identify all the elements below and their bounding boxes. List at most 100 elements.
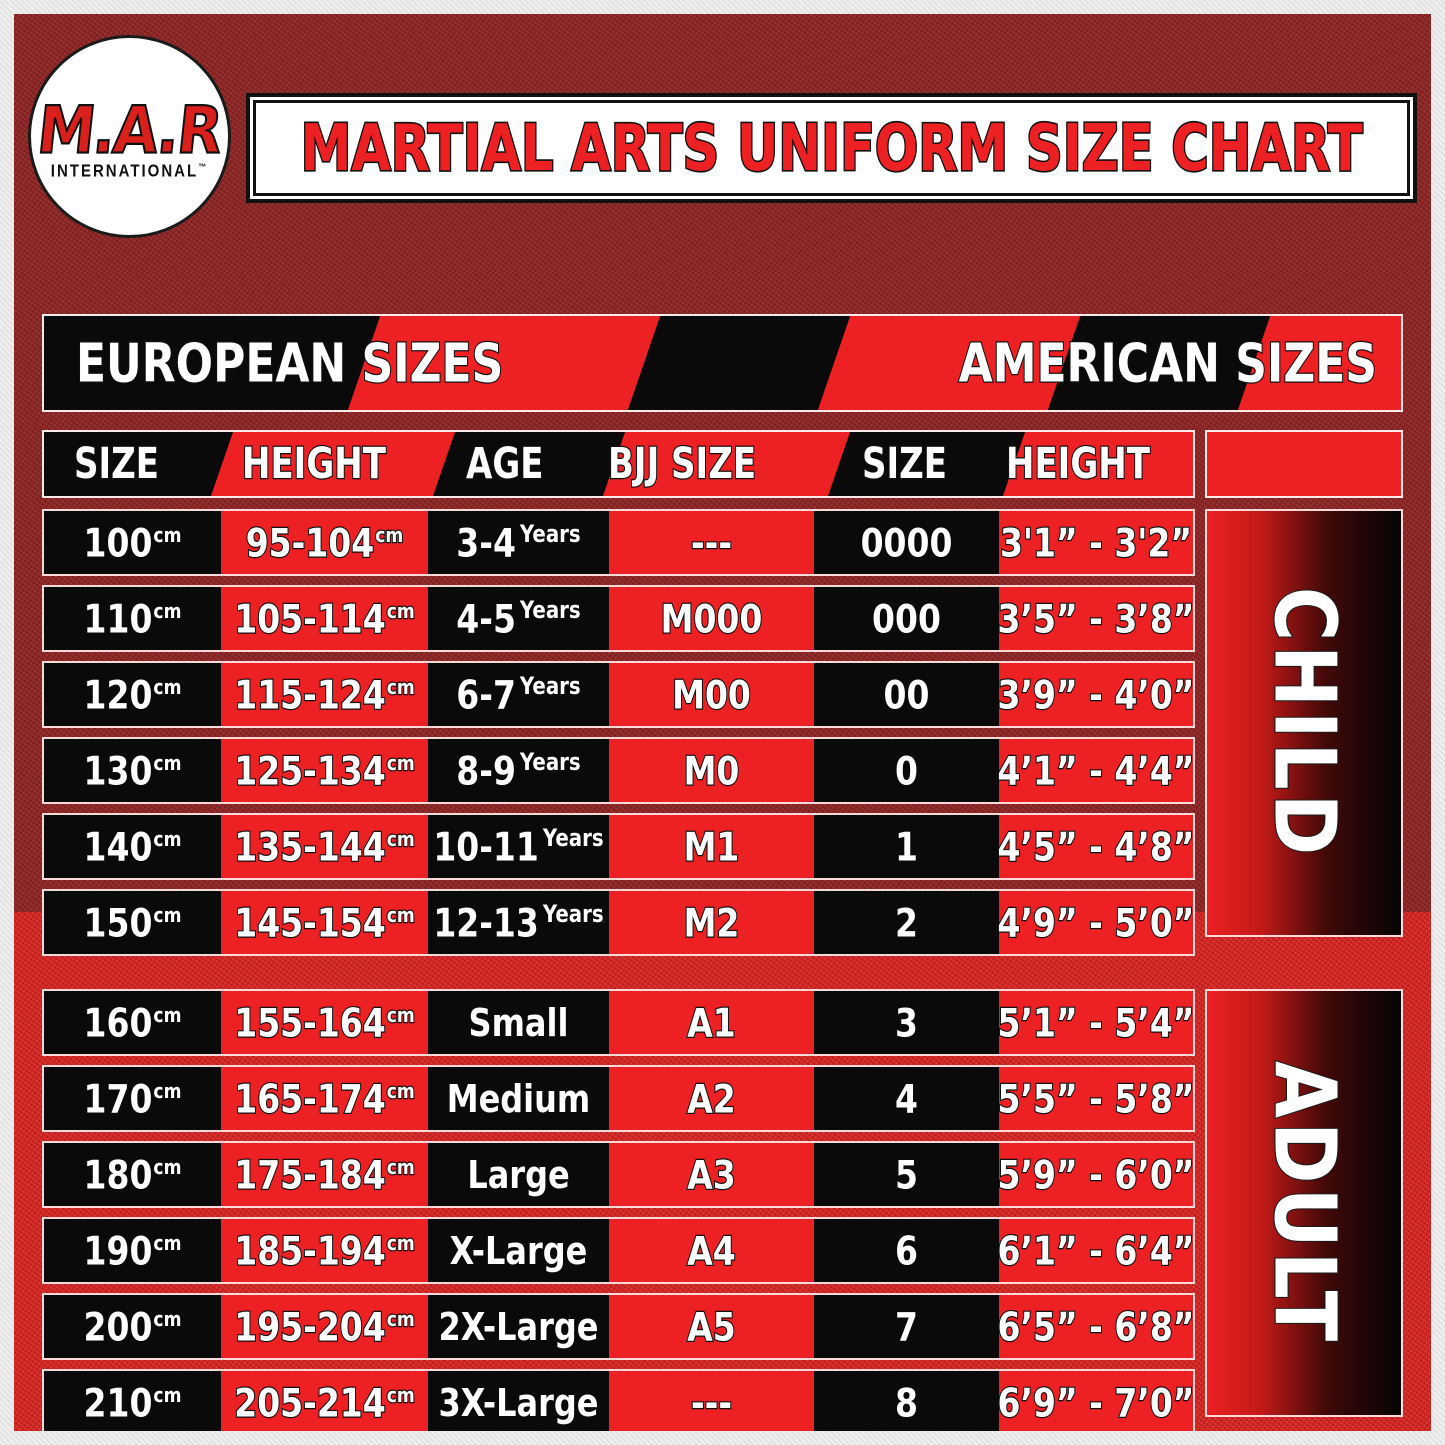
cell-us-size: 6	[814, 1219, 999, 1282]
cell-us-height: 6’1” - 6’4”	[997, 1219, 1196, 1282]
cell-age: 3X-Large	[428, 1371, 609, 1431]
poster-body: M.A.R INTERNATIONAL™ MARTIAL ARTS UNIFOR…	[14, 14, 1431, 1431]
cell-us-size-text: 7	[895, 1303, 918, 1350]
cell-us-height: 5’1” - 5’4”	[997, 991, 1196, 1054]
cell-age: Medium	[428, 1067, 609, 1130]
cell-bjj-size: M00	[609, 663, 814, 726]
cell-age: 12-13 Years	[428, 891, 609, 954]
cell-eu-height-text: 95-104cm	[245, 518, 405, 567]
cell-eu-size: 150cm	[44, 891, 221, 954]
cell-eu-size-text: 100cm	[83, 519, 182, 566]
unit-label: Years	[519, 520, 581, 548]
cell-eu-height-text: 125-134cm	[233, 746, 416, 795]
logo-subtitle: INTERNATIONAL™	[51, 162, 208, 182]
cell-eu-height: 165-174cm	[221, 1067, 428, 1130]
table-row: 200cm 195-204cm 2X-Large A5 7 6’5” - 6’8”	[42, 1293, 1195, 1360]
cell-us-height: 4’5” - 4’8”	[997, 815, 1196, 878]
cell-us-size: 1	[814, 815, 999, 878]
unit-label: cm	[386, 675, 416, 701]
unit-label: cm	[153, 675, 182, 700]
cell-bjj-size: ---	[609, 1371, 814, 1431]
unit-label: cm	[153, 1231, 182, 1256]
cell-us-height-text: 4’9” - 5’0”	[997, 898, 1196, 947]
cell-eu-height-text: 205-214cm	[233, 1378, 416, 1427]
cell-us-size-text: 00	[883, 671, 930, 718]
cell-us-size: 8	[814, 1371, 999, 1431]
table-row: 120cm 115-124cm 6-7 Years M00 00 3’9” - 4’0”	[42, 661, 1195, 728]
cell-bjj-size: M0	[609, 739, 814, 802]
unit-label: cm	[153, 1079, 182, 1104]
logo-subtitle-text: INTERNATIONAL	[50, 161, 199, 182]
unit-label: cm	[153, 1307, 182, 1332]
cell-us-size: 0000	[814, 511, 999, 574]
stripe-decoration	[623, 316, 855, 410]
unit-label: Years	[542, 824, 604, 852]
cell-us-height-text: 3'1” - 3'2”	[999, 518, 1193, 567]
cell-eu-size-text: 170cm	[83, 1075, 182, 1122]
unit-label: cm	[386, 1155, 416, 1181]
cell-bjj-size-text: ---	[690, 518, 733, 567]
unit-label: Years	[519, 672, 581, 700]
unit-label: cm	[386, 1383, 416, 1409]
column-header-height-eu: HEIGHT	[241, 438, 387, 491]
cell-bjj-size-text: M2	[683, 898, 741, 947]
unit-label: cm	[153, 523, 182, 548]
cell-eu-size: 120cm	[44, 663, 221, 726]
cell-bjj-size: ---	[609, 511, 814, 574]
cell-age-text: 8-9 Years	[456, 747, 581, 794]
logo-wordmark: M.A.R	[33, 91, 226, 169]
trademark-icon: ™	[198, 161, 209, 173]
cell-us-height: 4’1” - 4’4”	[997, 739, 1195, 802]
cell-bjj-size-text: A2	[686, 1074, 736, 1123]
cell-us-height: 3’9” - 4’0”	[997, 663, 1195, 726]
cell-us-size: 00	[814, 663, 999, 726]
cell-age: Large	[428, 1143, 609, 1206]
cell-eu-size-text: 110cm	[83, 595, 182, 642]
unit-label: cm	[386, 1003, 416, 1029]
section-header-american: AMERICAN SIZES	[958, 331, 1378, 396]
column-header-age: AGE	[465, 438, 544, 491]
table-row: 160cm 155-164cm Small A1 3 5’1” - 5’4”	[42, 989, 1195, 1056]
cell-eu-height: 155-164cm	[221, 991, 428, 1054]
cell-us-size-text: 000	[872, 595, 941, 642]
cell-bjj-size-text: A4	[686, 1226, 736, 1275]
cell-us-height-text: 4’5” - 4’8”	[997, 822, 1196, 871]
cell-bjj-size: A3	[609, 1143, 814, 1206]
cell-eu-height-text: 115-124cm	[233, 670, 416, 719]
table-row: 130cm 125-134cm 8-9 Years M0 0 4’1” - 4’4”	[42, 737, 1195, 804]
cell-us-size: 000	[814, 587, 999, 650]
cell-eu-size: 140cm	[44, 815, 221, 878]
unit-label: cm	[386, 903, 416, 929]
cell-eu-size: 180cm	[44, 1143, 221, 1206]
cell-eu-height-text: 165-174cm	[233, 1074, 416, 1123]
cell-age: 4-5 Years	[428, 587, 609, 650]
cell-eu-height-text: 145-154cm	[233, 898, 416, 947]
unit-label: cm	[153, 903, 182, 928]
cell-us-height-text: 6’1” - 6’4”	[997, 1226, 1196, 1275]
cell-us-height-text: 6’9” - 7’0”	[997, 1378, 1196, 1427]
cell-eu-size: 170cm	[44, 1067, 221, 1130]
cell-eu-size-text: 150cm	[83, 899, 182, 946]
cell-us-size: 0	[814, 739, 999, 802]
child-section-label-panel: CHILD	[1205, 509, 1403, 937]
cell-us-height: 4’9” - 5’0”	[997, 891, 1196, 954]
cell-age: 2X-Large	[428, 1295, 609, 1358]
cell-age-text: 6-7 Years	[456, 671, 581, 718]
cell-age: 8-9 Years	[428, 739, 609, 802]
unit-label: cm	[386, 827, 416, 853]
cell-bjj-size-text: A3	[686, 1150, 736, 1199]
column-header-height-us: HEIGHT	[1005, 438, 1151, 491]
cell-us-size-text: 5	[895, 1151, 918, 1198]
table-row: 210cm 205-214cm 3X-Large --- 8 6’9” - 7’0”	[42, 1369, 1195, 1431]
table-row: 110cm 105-114cm 4-5 Years M000 000 3’5” - 3’8”	[42, 585, 1195, 652]
cell-bjj-size-text: A1	[686, 998, 736, 1047]
table-row: 180cm 175-184cm Large A3 5 5’9” - 6’0”	[42, 1141, 1195, 1208]
cell-eu-size: 190cm	[44, 1219, 221, 1282]
cell-eu-height: 105-114cm	[221, 587, 428, 650]
cell-eu-height: 205-214cm	[221, 1371, 428, 1431]
cell-us-height-text: 5’1” - 5’4”	[997, 998, 1196, 1047]
cell-eu-size: 210cm	[44, 1371, 221, 1431]
mar-logo-icon: M.A.R INTERNATIONAL™	[28, 35, 231, 238]
cell-eu-height-text: 195-204cm	[233, 1302, 416, 1351]
unit-label: cm	[386, 1307, 416, 1333]
